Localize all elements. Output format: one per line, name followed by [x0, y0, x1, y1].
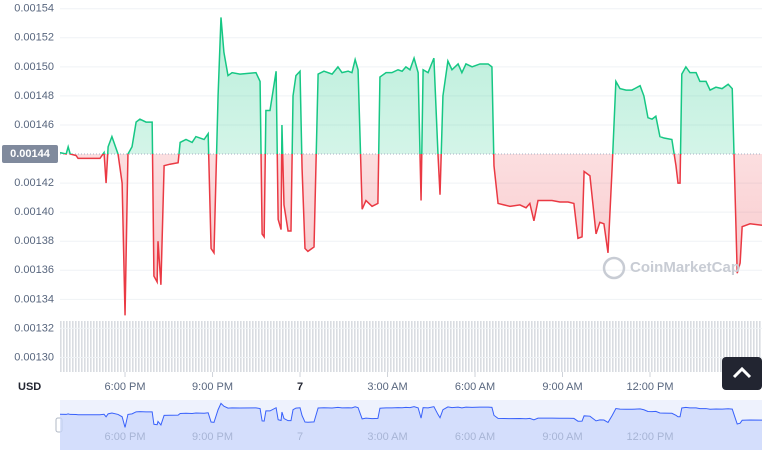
area-above — [60, 17, 762, 155]
y-tick-label: 0.00140 — [14, 206, 54, 218]
y-tick-label: 0.00134 — [14, 293, 54, 305]
y-tick-label: 0.00130 — [14, 351, 54, 363]
x-tick-label: 3:00 AM — [367, 381, 407, 393]
arrow-icon — [732, 366, 752, 379]
y-tick-label: 0.00148 — [14, 90, 54, 102]
navigator-line — [59, 402, 762, 428]
y-tick-label: 0.00132 — [14, 322, 54, 334]
watermark: CoinMarketCap — [630, 259, 740, 276]
y-tick-label: 0.00154 — [14, 3, 54, 15]
x-tick-label: 9:00 PM — [192, 381, 233, 393]
x-tick-label: 9:00 AM — [542, 381, 582, 393]
price-line-above — [60, 17, 735, 155]
x-tick-label: 12:00 PM — [626, 381, 673, 393]
y-tick-label: 0.00152 — [14, 32, 54, 44]
x-tick-label: 6:00 PM — [105, 381, 146, 393]
currency-label: USD — [18, 381, 41, 393]
watermark-logo — [602, 256, 626, 280]
baseline-label: 0.00144 — [10, 148, 51, 160]
y-tick-label: 0.00138 — [14, 235, 54, 247]
x-tick-label: 6:00 AM — [455, 381, 495, 393]
navigator-area — [60, 403, 762, 450]
y-tick-label: 0.00142 — [14, 177, 54, 189]
y-tick-label: 0.00136 — [14, 264, 54, 276]
scroll-top-button[interactable] — [722, 357, 762, 390]
price-line-below — [62, 154, 762, 316]
y-tick-label: 0.00150 — [14, 61, 54, 73]
volume-band — [60, 321, 762, 372]
x-tick-label: 7 — [297, 381, 303, 393]
y-tick-label: 0.00146 — [14, 119, 54, 131]
baseline-label-box — [2, 145, 58, 164]
